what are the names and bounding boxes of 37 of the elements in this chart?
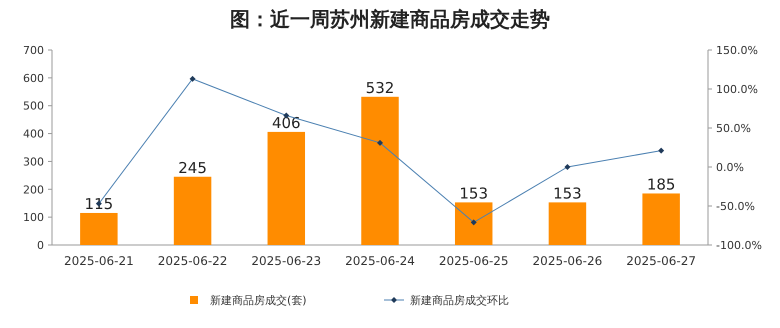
data-label: 185 — [646, 175, 676, 194]
x-tick-label: 2025-06-22 — [158, 254, 228, 268]
data-label: 245 — [178, 158, 207, 177]
bar — [642, 193, 680, 245]
y-tick-label: 700 — [23, 44, 44, 57]
y-tick-label: 300 — [23, 155, 44, 168]
x-tick-label: 2025-06-26 — [532, 254, 602, 268]
y-tick-label: 600 — [23, 72, 44, 85]
y-tick-label: 500 — [23, 100, 44, 113]
y-tick-label: 200 — [23, 183, 44, 196]
x-tick-label: 2025-06-23 — [251, 254, 322, 268]
y2-tick-label: 150.0% — [716, 44, 758, 57]
y-tick-label: 400 — [23, 128, 44, 141]
y2-tick-label: -100.0% — [716, 239, 762, 252]
bar — [268, 132, 306, 245]
y2-tick-label: 0.0% — [716, 161, 744, 174]
bar — [548, 202, 586, 245]
x-tick-label: 2025-06-25 — [438, 254, 509, 268]
x-tick-label: 2025-06-27 — [626, 254, 696, 268]
data-label: 532 — [366, 78, 394, 97]
y2-tick-label: 100.0% — [716, 83, 758, 96]
legend-label: 新建商品房成交(套) — [210, 294, 307, 307]
y-tick-label: 100 — [23, 211, 44, 224]
y2-tick-label: 50.0% — [716, 122, 751, 135]
bar — [174, 176, 212, 245]
x-tick-label: 2025-06-21 — [64, 254, 134, 268]
bar — [80, 212, 118, 245]
data-label: 406 — [272, 114, 301, 132]
y-tick-label: 0 — [37, 239, 44, 252]
bar — [361, 96, 399, 245]
data-label: 153 — [553, 184, 582, 202]
x-tick-label: 2025-06-24 — [345, 254, 415, 268]
legend-label: 新建商品房成交环比 — [410, 294, 509, 307]
bar — [454, 202, 492, 245]
chart-title: 图：近一周苏州新建商品房成交走势 — [230, 7, 550, 31]
y2-tick-label: -50.0% — [716, 200, 755, 213]
data-label: 153 — [459, 184, 488, 202]
